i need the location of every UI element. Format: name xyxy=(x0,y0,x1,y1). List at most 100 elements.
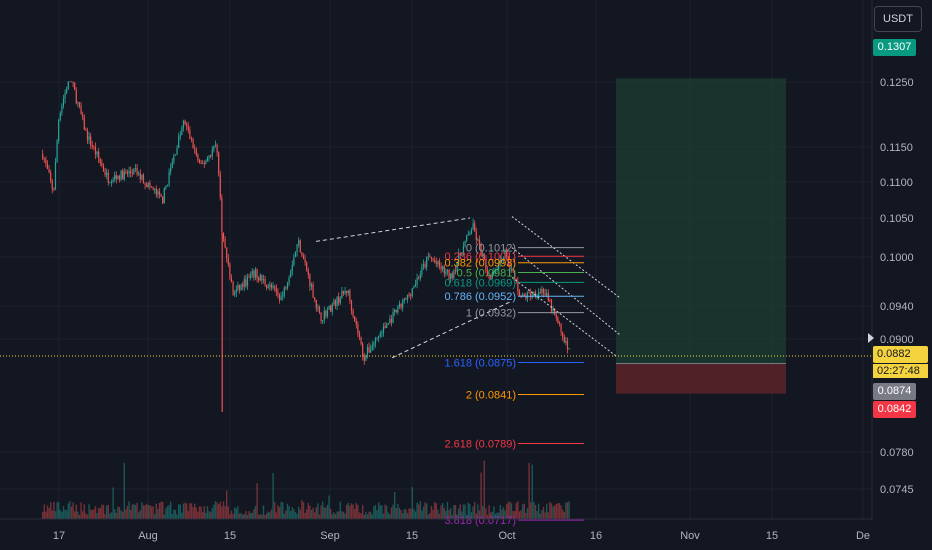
volume-bar xyxy=(409,508,412,519)
lower-trendline[interactable] xyxy=(391,301,511,359)
candle-body xyxy=(197,154,199,161)
time-tick-label: De xyxy=(856,530,870,542)
volume-bar xyxy=(184,502,186,519)
candle-body xyxy=(480,244,482,257)
candle-body xyxy=(419,274,421,279)
candle-body xyxy=(83,117,85,130)
volume-bar xyxy=(46,505,49,519)
volume-bar xyxy=(451,514,453,519)
volume-bar xyxy=(387,512,389,519)
candle-body xyxy=(46,163,49,170)
volume-bar xyxy=(101,504,103,519)
candle-body xyxy=(128,170,130,174)
volume-bar xyxy=(248,510,250,519)
trend-drawings[interactable] xyxy=(315,216,621,359)
volume-bar xyxy=(544,512,546,519)
volume-bar xyxy=(134,505,137,519)
volume-bar xyxy=(293,508,295,519)
volume-bar xyxy=(531,464,533,519)
volume-bar xyxy=(344,513,346,519)
volume-bar xyxy=(304,512,306,519)
upper-trendline[interactable] xyxy=(315,217,471,242)
volume-bar xyxy=(541,510,543,519)
price-axis[interactable]: 0.1250 0.1150 0.1100 0.1050 0.1000 0.0940 0.09… xyxy=(880,77,914,496)
candle-body xyxy=(366,347,369,356)
volume-bar xyxy=(416,502,418,519)
candle-body xyxy=(514,271,516,280)
candle-body xyxy=(325,311,327,317)
volume-bar xyxy=(496,512,498,519)
profit-zone[interactable] xyxy=(616,78,786,364)
volume-bar xyxy=(217,504,220,519)
candle-body xyxy=(262,279,265,281)
volume-bar xyxy=(273,502,276,519)
candle-body xyxy=(493,270,495,273)
candle-body xyxy=(194,148,196,150)
candle-body xyxy=(122,170,124,180)
candle-body xyxy=(379,333,381,336)
volume-bar xyxy=(430,506,433,519)
fib-extension-tool[interactable]: 0 (0.1012)0.236 (0.1001)0.382 (0.0993)0.… xyxy=(444,243,584,527)
candle-body xyxy=(45,159,47,164)
volume-bar xyxy=(507,502,509,519)
volume-bar xyxy=(483,460,485,519)
candle-body xyxy=(566,340,569,350)
volume-bar xyxy=(51,510,53,519)
volume-bar xyxy=(145,503,148,519)
volume-bar xyxy=(323,507,325,519)
volume-bar xyxy=(232,513,234,519)
candle-body xyxy=(138,173,140,175)
volume-bar xyxy=(131,504,133,519)
candle-body xyxy=(398,303,401,307)
candle-body xyxy=(322,320,324,322)
volume-bar xyxy=(133,503,135,519)
price-tick-label: 0.0900 xyxy=(880,334,914,346)
candle-body xyxy=(406,294,409,300)
currency-button[interactable]: USDT xyxy=(874,6,922,32)
volume-bar xyxy=(379,505,381,519)
candle-body xyxy=(130,170,132,173)
candle-body xyxy=(269,284,271,287)
volume-bar xyxy=(157,509,159,519)
volume-bar xyxy=(59,509,61,519)
volume-bar xyxy=(366,514,369,519)
candle-body xyxy=(53,189,55,191)
channel-mid-line[interactable] xyxy=(511,247,621,336)
volume-bar xyxy=(107,504,109,519)
volume-bar xyxy=(99,507,101,519)
candle-body xyxy=(440,266,442,270)
candle-body xyxy=(168,171,170,185)
candle-body xyxy=(386,324,388,328)
volume-bar xyxy=(536,510,538,519)
volume-bar xyxy=(465,514,468,519)
volume-bar xyxy=(318,514,321,519)
candle-body xyxy=(376,337,378,339)
volume-bar xyxy=(177,504,180,519)
candle-body xyxy=(462,245,465,255)
volume-bar xyxy=(198,506,201,519)
candle-body xyxy=(354,316,356,322)
volume-bar xyxy=(497,512,500,519)
volume-bar xyxy=(251,512,253,519)
volume-bar xyxy=(456,514,458,519)
volume-bar xyxy=(509,501,511,519)
channel-lower-line[interactable] xyxy=(511,277,617,357)
long-position-tool[interactable] xyxy=(616,78,786,394)
candle-body xyxy=(219,173,221,198)
channel-upper-line[interactable] xyxy=(511,216,621,299)
volume-bar xyxy=(329,508,332,519)
volume-bar xyxy=(390,507,393,519)
candle-body xyxy=(499,259,501,264)
candle-body xyxy=(62,98,65,106)
candle-body xyxy=(558,323,561,324)
volume-bar xyxy=(208,511,210,519)
candle-body xyxy=(560,323,562,333)
volume-bar xyxy=(86,514,89,519)
time-axis[interactable]: 17 Aug 15 Sep 15 Oct 16 Nov 15 De xyxy=(53,530,870,542)
candle-body xyxy=(243,279,245,287)
candle-body xyxy=(274,286,276,288)
candle-body xyxy=(378,335,380,338)
volume-bar xyxy=(537,503,540,519)
loss-zone[interactable] xyxy=(616,363,786,394)
